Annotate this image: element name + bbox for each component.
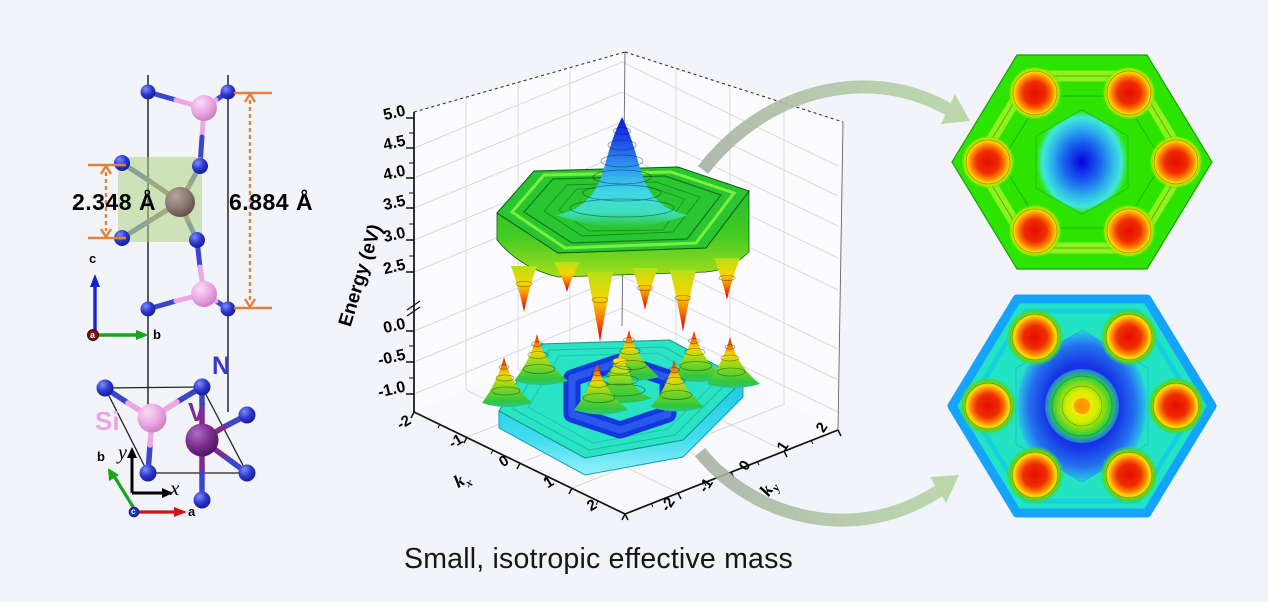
band-maxima-spots xyxy=(959,308,1205,504)
axis-a-label-top: a xyxy=(188,504,196,519)
axis-c-label-top: c xyxy=(131,507,136,516)
crystal-side-view xyxy=(87,75,272,412)
atoms-side-view xyxy=(114,84,236,317)
axis-y-label-top: y xyxy=(118,442,127,464)
band-structure-3d-plot xyxy=(406,51,844,521)
side-view-axes xyxy=(87,274,149,341)
conduction-band-contour xyxy=(951,54,1213,270)
figure-caption: Small, isotropic effective mass xyxy=(404,543,793,575)
bond-length-label: 2.348 Å xyxy=(72,189,157,215)
band-minima-spots xyxy=(961,66,1203,258)
plot-axes xyxy=(406,112,842,521)
valence-band-contour xyxy=(947,294,1217,518)
thickness-annotation xyxy=(234,91,272,310)
atom-si-label: Si xyxy=(95,406,120,436)
atom-v-label: V xyxy=(188,397,206,427)
arrow-to-bottom-contour xyxy=(694,447,959,527)
axis-b-label-side: b xyxy=(153,327,161,342)
thickness-label: 6.884 Å xyxy=(229,189,314,215)
bond-length-annotation xyxy=(88,163,126,240)
top-view-axes xyxy=(108,447,187,518)
axis-c-label-side: c xyxy=(89,251,97,266)
axis-x-label-top: x xyxy=(170,476,180,500)
conduction-band-surface xyxy=(496,117,750,342)
valence-band-surface xyxy=(482,330,760,476)
axis-a-label-side: a xyxy=(90,330,96,340)
axis-break-marks xyxy=(406,300,421,317)
atom-n-label: N xyxy=(212,352,231,380)
crystal-top-view xyxy=(96,378,256,518)
arrow-to-top-contour xyxy=(697,80,970,174)
axis-b-label-top: b xyxy=(97,449,105,464)
atoms-top-view xyxy=(96,378,256,509)
